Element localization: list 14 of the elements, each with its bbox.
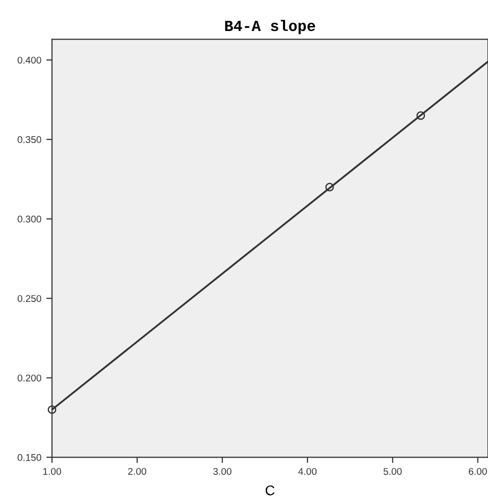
x-tick-label: 4.00 <box>298 468 317 475</box>
y-tick-label: 0.150 <box>18 454 42 461</box>
chart-title: B4-A slope <box>225 20 316 34</box>
x-tick-label: 1.00 <box>43 468 62 475</box>
x-tick-label: 3.00 <box>213 468 232 475</box>
x-tick-label: 2.00 <box>128 468 146 475</box>
x-tick-label: 5.00 <box>384 468 402 475</box>
y-tick-label: 0.250 <box>18 295 42 302</box>
x-axis-title: C <box>266 485 274 496</box>
y-tick-label: 0.350 <box>18 136 42 144</box>
y-tick-label: 0.400 <box>18 56 42 64</box>
y-tick-label: 0.200 <box>18 374 42 382</box>
x-tick-label: 6.00 <box>468 468 487 475</box>
y-tick-label: 0.300 <box>18 216 42 223</box>
